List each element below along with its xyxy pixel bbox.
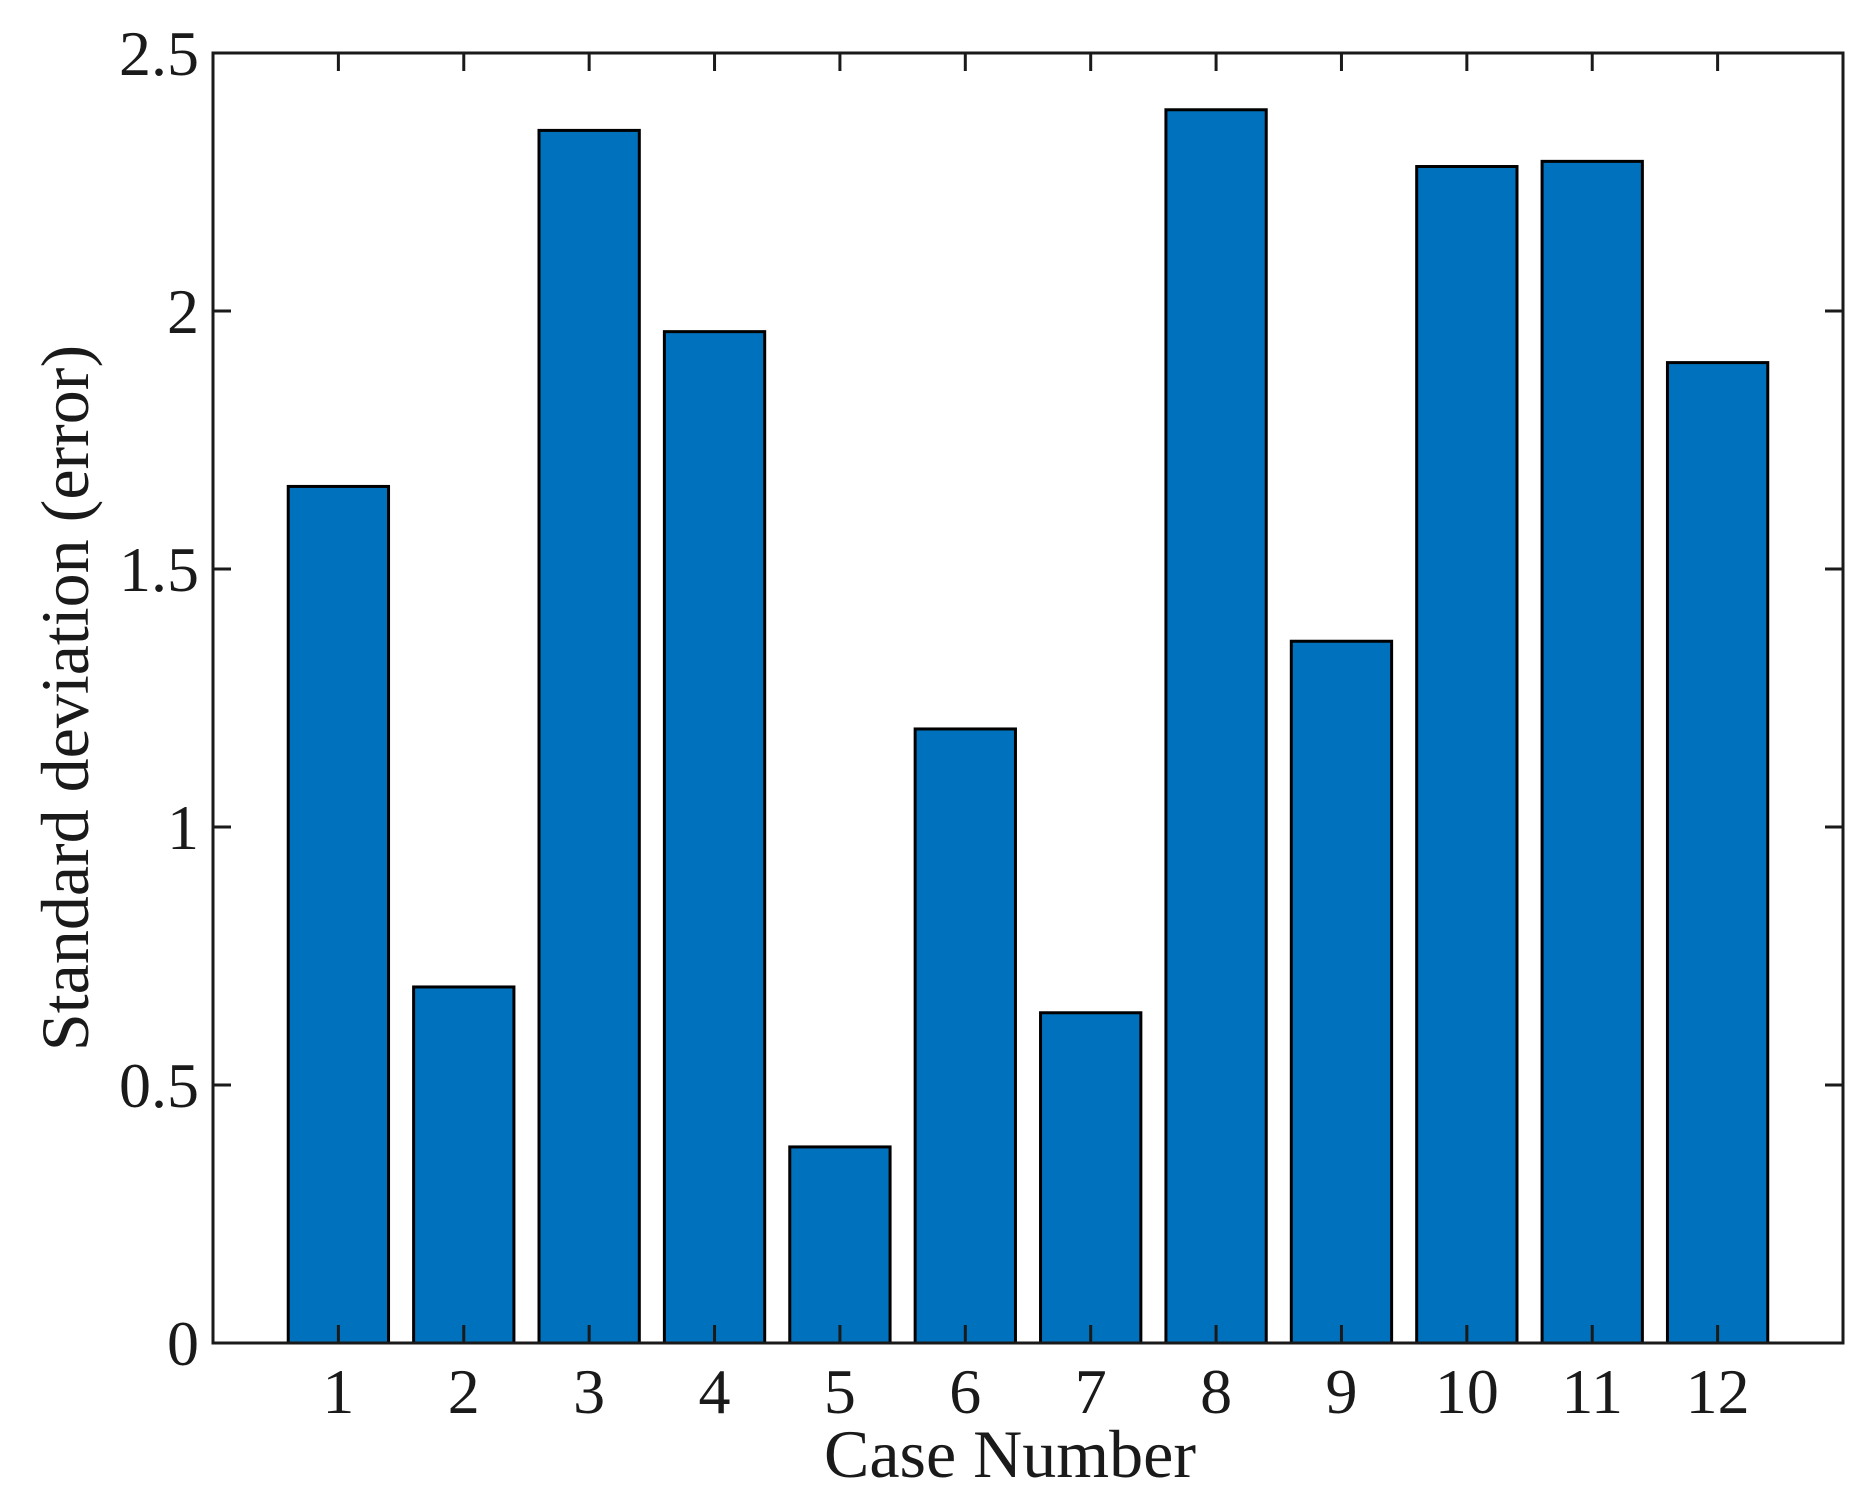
y-tick-label: 1	[167, 792, 199, 863]
bar-case-10	[1415, 165, 1519, 1345]
bar-case-4	[662, 330, 767, 1345]
bar-case-3	[537, 128, 641, 1345]
x-tick-label: 9	[1325, 1356, 1357, 1427]
y-tick-label: 0.5	[119, 1050, 199, 1121]
bars-layer	[286, 108, 1770, 1345]
x-tick-label: 4	[699, 1356, 731, 1427]
y-tick-label: 0	[167, 1308, 199, 1379]
bar-case-9	[1289, 639, 1394, 1345]
x-tick-label: 11	[1561, 1356, 1623, 1427]
x-tick-label: 5	[824, 1356, 856, 1427]
x-tick-label: 3	[573, 1356, 605, 1427]
bar-case-11	[1540, 159, 1644, 1345]
bar-case-12	[1665, 361, 1770, 1345]
bar-case-2	[412, 985, 516, 1345]
bar-case-8	[1164, 108, 1268, 1345]
x-tick-label: 1	[322, 1356, 354, 1427]
x-tick-label: 10	[1435, 1356, 1499, 1427]
x-tick-label: 12	[1686, 1356, 1750, 1427]
bar-case-6	[913, 727, 1017, 1345]
x-tick-label: 6	[949, 1356, 981, 1427]
plot-frame	[211, 51, 1845, 1345]
x-axis-title: Case Number	[824, 1416, 1196, 1492]
bar-case-7	[1039, 1011, 1143, 1345]
y-tick-label: 2	[167, 276, 199, 347]
y-axis-title: Standard deviation (error)	[27, 345, 103, 1051]
x-tick-label: 8	[1200, 1356, 1232, 1427]
bar-case-5	[788, 1145, 892, 1345]
x-tick-label: 7	[1075, 1356, 1107, 1427]
x-tick-label: 2	[448, 1356, 480, 1427]
bar-case-1	[286, 484, 391, 1345]
y-tick-label: 2.5	[119, 18, 199, 89]
y-tick-label: 1.5	[119, 534, 199, 605]
